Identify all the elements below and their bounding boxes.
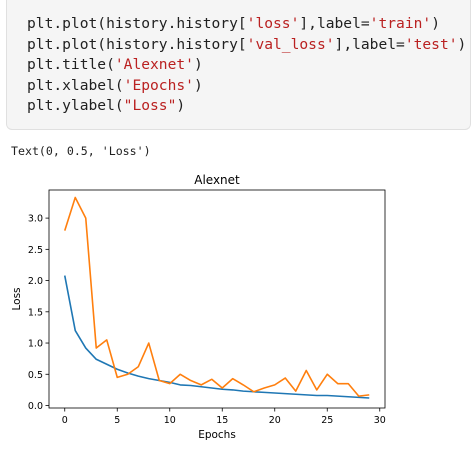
code-token: ) <box>193 56 203 73</box>
x-tick-label: 0 <box>62 415 68 426</box>
y-tick-label: 0.0 <box>28 401 43 412</box>
y-tick-label: 1.5 <box>28 307 43 318</box>
x-tick-label: 25 <box>321 415 333 426</box>
x-tick-label: 10 <box>164 415 176 426</box>
code-token: ) <box>457 35 467 53</box>
code-token: plt.title( <box>27 56 115 73</box>
code-token: plt.plot(history.history[ <box>27 35 247 53</box>
plot-frame <box>48 189 386 409</box>
code-token: 'val_loss' <box>246 35 335 53</box>
code-line: plt.plot(history.history['loss'],label='… <box>27 14 466 35</box>
code-token: 'Alexnet' <box>114 56 194 73</box>
code-token: plt.xlabel( <box>27 76 124 94</box>
series-line-1 <box>63 196 370 397</box>
code-line: plt.title('Alexnet') <box>27 55 466 76</box>
x-tick-label: 20 <box>269 415 281 426</box>
x-tick-label: 30 <box>374 415 386 426</box>
code-token: plt.ylabel( <box>27 97 124 114</box>
code-token: ],label= <box>334 35 405 53</box>
y-tick-label: 2.0 <box>28 276 43 287</box>
code-line: plt.ylabel("Loss") <box>27 96 466 117</box>
loss-chart: Alexnet 0 5 10 15 20 25 30 0.0 0.5 1.0 1.5 2.0 2.5 3.0… <box>11 173 386 441</box>
code-cell[interactable]: plt.plot(history.history['loss'],label='… <box>6 0 471 130</box>
code-token: ) <box>431 15 440 32</box>
code-token: plt.plot(history.history[ <box>27 15 247 32</box>
y-tick-label: 3.0 <box>28 214 43 225</box>
chart-title: Alexnet <box>194 173 240 187</box>
code-token: ) <box>176 97 186 114</box>
x-tick-label: 15 <box>216 415 228 426</box>
y-axis-label: Loss <box>11 287 23 310</box>
code-token: 'Epochs' <box>123 76 194 94</box>
x-tick-label: 5 <box>114 415 120 426</box>
code-token: 'loss' <box>246 15 300 32</box>
code-editor[interactable]: plt.plot(history.history['loss'],label='… <box>27 14 466 117</box>
cell-output-text: Text(0, 0.5, 'Loss') <box>11 144 151 158</box>
y-tick-label: 0.5 <box>28 370 43 381</box>
y-tick-label: 2.5 <box>28 245 43 256</box>
code-token: "Loss" <box>123 97 177 114</box>
code-token: ],label= <box>299 15 370 32</box>
x-axis-label: Epochs <box>198 429 236 441</box>
code-line: plt.plot(history.history['val_loss'],lab… <box>27 35 466 56</box>
code-token: 'train' <box>369 15 432 32</box>
code-line: plt.xlabel('Epochs') <box>27 76 466 97</box>
code-token: ) <box>193 76 203 94</box>
y-tick-label: 1.0 <box>28 339 43 350</box>
code-token: 'test' <box>404 35 458 53</box>
